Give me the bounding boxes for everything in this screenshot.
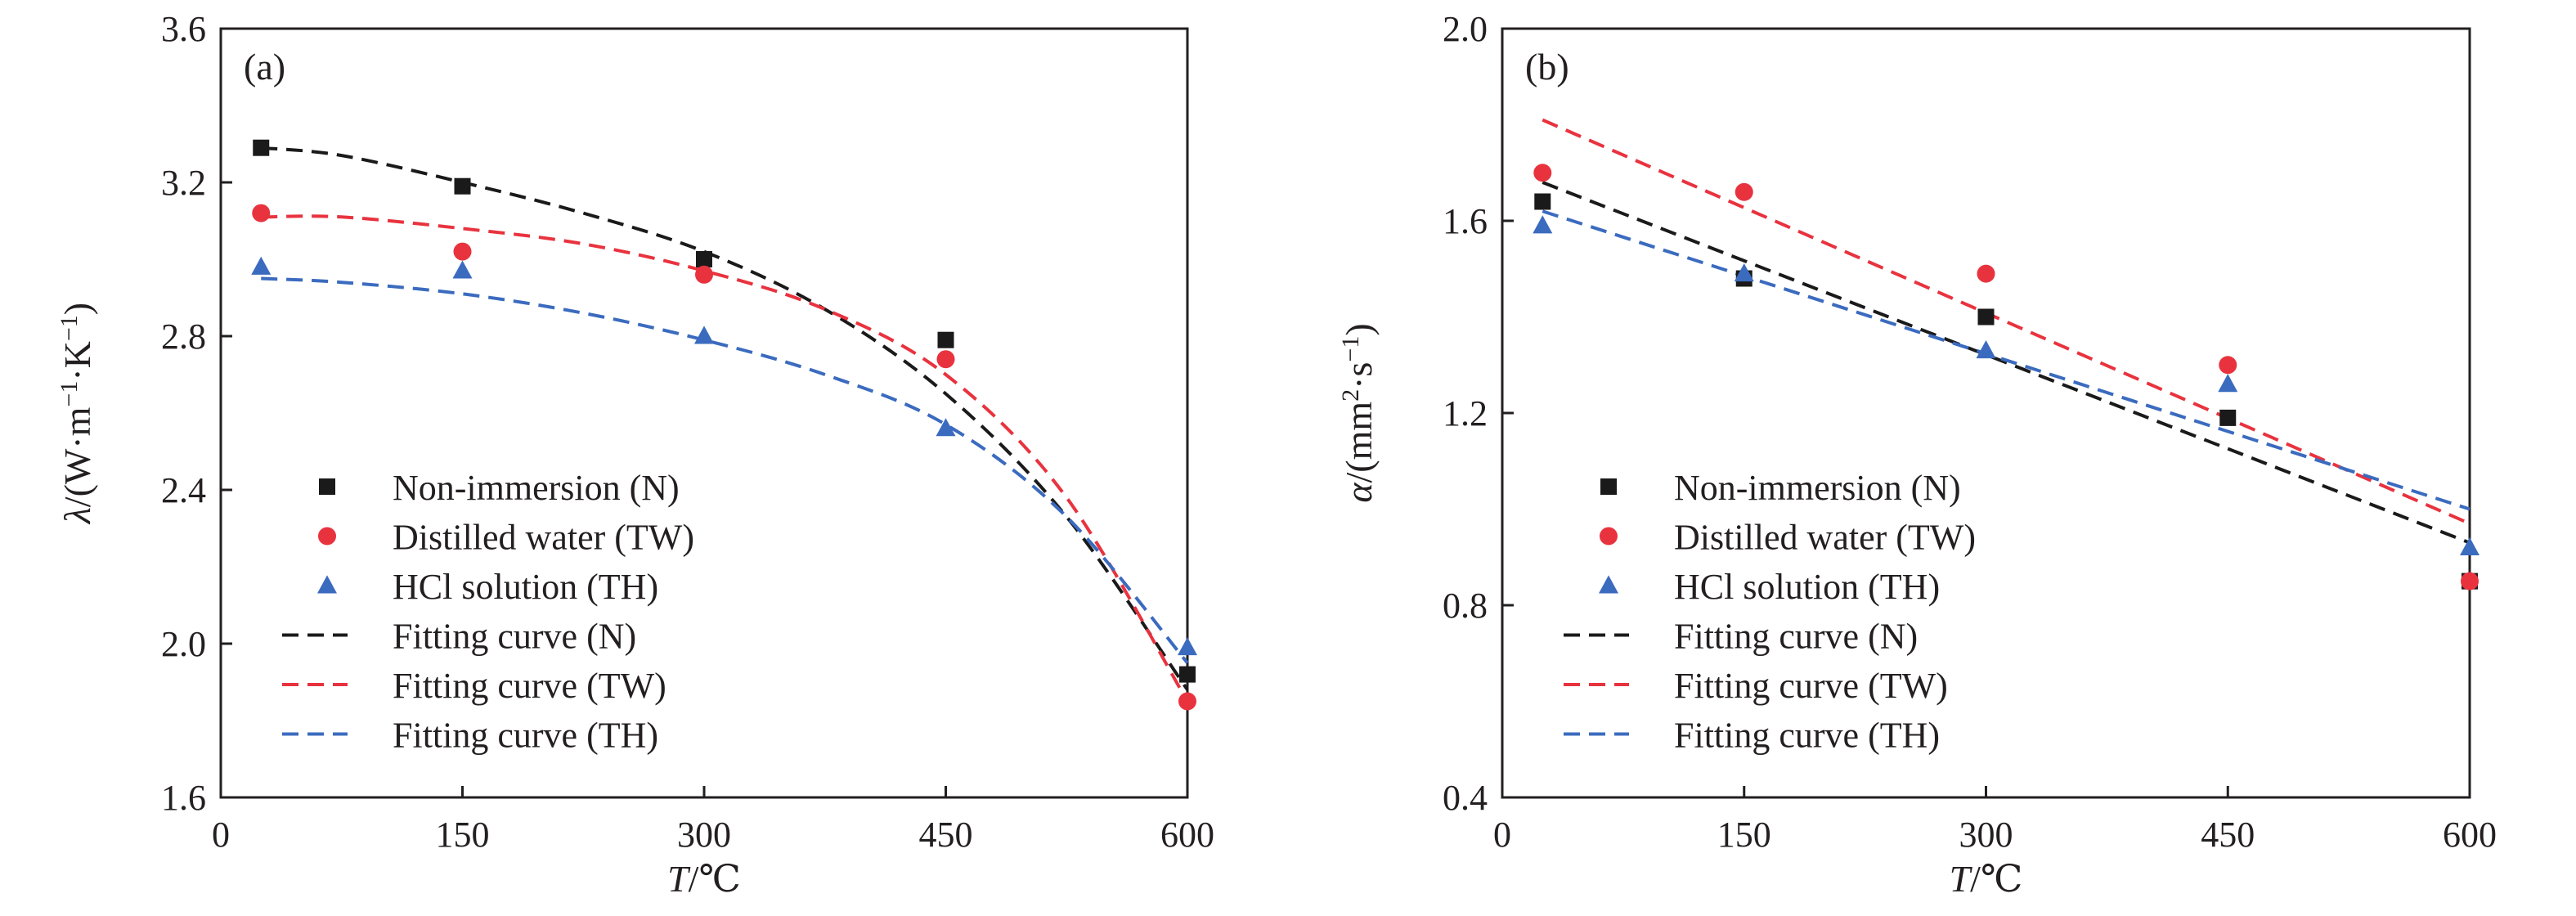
legend-marker [318,527,336,546]
data-point-circle [1735,182,1753,201]
data-point-circle [252,204,271,222]
legend-marker [1599,575,1618,594]
fit-curve [1542,181,2471,545]
data-point-triangle [2218,374,2238,393]
legend-label: Fitting curve (TH) [1674,716,1940,756]
data-point-triangle [936,418,956,437]
legend-label: HCl solution (TH) [1674,567,1940,607]
data-point-square [253,139,270,156]
y-tick-label: 1.6 [161,778,206,818]
panel-label: (a) [244,46,285,88]
chart-panel-b: 0 150 300 450 600 0.4 0.8 1.2 1.6 2.0 (b) T/℃ α/(mm2… [1337,9,2497,900]
y-tick-label: 0.4 [1443,778,1488,818]
y-tick-label: 3.6 [161,9,206,49]
data-point-square [1534,193,1551,210]
data-point-circle [1178,692,1196,711]
x-axis-title: T/℃ [667,858,741,900]
data-point-circle [936,350,955,369]
y-tick-label: 2.8 [161,317,206,357]
fit-curve [261,146,1189,691]
legend-label: Distilled water (TW) [393,518,694,558]
data-point-circle [695,265,713,284]
legend-marker [319,478,335,495]
data-point-square [2219,409,2237,426]
data-point-triangle [452,260,473,279]
data-point-triangle [251,256,272,275]
legend-label: Fitting curve (TH) [393,716,658,756]
data-point-circle [2219,356,2237,375]
legend-marker [317,575,337,594]
y-tick-label: 2.0 [161,624,206,664]
data-point-circle [2461,572,2479,590]
data-point-triangle [1178,637,1197,656]
x-tick-label: 0 [212,815,230,855]
x-tick-label: 600 [1160,815,1214,855]
legend-marker [1600,478,1617,495]
legend-label: Distilled water (TW) [1674,518,1976,558]
data-point-square [937,331,954,348]
y-axis-title: α/(mm2·s−1) [1337,323,1380,502]
data-point-square [696,251,712,267]
x-tick-label: 300 [677,815,731,855]
x-tick-label: 450 [2201,815,2255,855]
data-point-circle [1533,164,1552,182]
y-tick-label: 2.0 [1443,9,1488,49]
data-point-square [454,177,471,195]
fit-curve [1542,118,2471,525]
data-point-triangle [1734,263,1754,282]
data-point-triangle [2460,537,2480,555]
x-tick-label: 150 [436,815,490,855]
y-tick-label: 1.2 [1443,393,1488,433]
legend-label: Non-immersion (N) [393,468,680,508]
x-tick-label: 300 [1959,815,2013,855]
chart-panel-a: 0 150 300 450 600 1.6 2.0 2.4 2.8 3.2 3.6 (a) T/℃ λ/(… [56,9,1214,900]
x-tick-label: 450 [919,815,973,855]
legend-label: Non-immersion (N) [1674,468,1961,508]
y-tick-label: 0.8 [1443,586,1488,626]
x-tick-label: 150 [1717,815,1771,855]
y-tick-label: 3.2 [161,163,206,203]
legend-label: Fitting curve (TW) [393,666,666,706]
data-point-circle [1977,264,1995,283]
data-point-square [1179,666,1196,683]
legend-label: Fitting curve (TW) [1674,666,1948,706]
x-tick-label: 600 [2443,815,2497,855]
data-point-square [1977,308,1995,326]
fit-curve [1542,209,2471,511]
y-axis-title: λ/(W·m−1·K−1) [56,303,98,525]
legend-label: Fitting curve (N) [393,617,636,657]
y-tick-label: 2.4 [161,470,206,510]
plot-frame [219,27,1189,799]
data-point-triangle [694,326,714,344]
data-point-circle [453,242,472,261]
legend-label: Fitting curve (N) [1674,617,1918,657]
data-point-triangle [1976,340,1996,359]
x-axis-title: T/℃ [1950,858,2023,900]
panel-label: (b) [1525,46,1569,88]
fit-curve [261,214,1189,703]
fit-curve [261,276,1189,664]
y-tick-label: 1.6 [1443,201,1488,241]
data-point-triangle [1533,215,1553,234]
legend-marker [1600,527,1618,546]
x-tick-label: 0 [1493,815,1511,855]
legend-label: HCl solution (TH) [393,567,658,607]
plot-frame [1501,27,2471,799]
